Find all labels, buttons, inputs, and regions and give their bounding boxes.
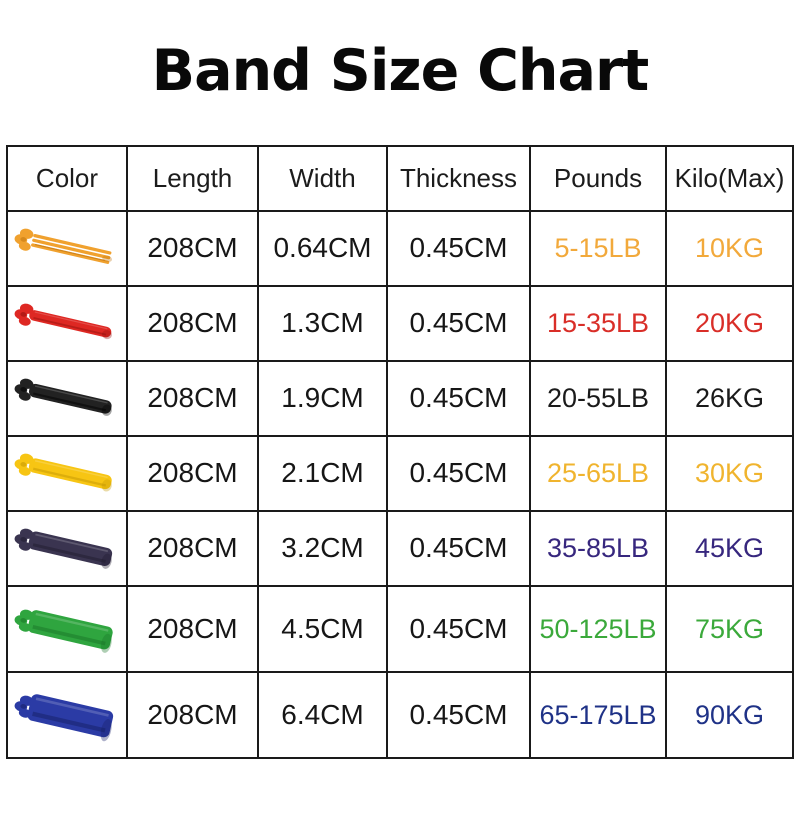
length-cell: 208CM [126,670,259,759]
table-row: 208CM 4.5CM 0.45CM 50-125LB 75KG [6,584,794,673]
table-row: 208CM 1.3CM 0.45CM 15-35LB 20KG [6,284,794,362]
band-cell [6,359,128,437]
table-header-row: Color Length Width Thickness Pounds Kilo… [6,144,794,212]
kilo-cell: 90KG [665,670,794,759]
table-row: 208CM 0.64CM 0.45CM 5-15LB 10KG [6,209,794,287]
band-cell [6,584,128,673]
band-cell [6,209,128,287]
band-cell [6,284,128,362]
length-cell: 208CM [126,434,259,512]
thickness-cell: 0.45CM [386,670,531,759]
kilo-cell: 45KG [665,509,794,587]
kilo-cell: 30KG [665,434,794,512]
kilo-cell: 75KG [665,584,794,673]
resistance-band-image [9,288,125,359]
thickness-cell: 0.45CM [386,584,531,673]
column-header-pounds: Pounds [529,144,667,212]
column-header-kilo-max: Kilo(Max) [665,144,794,212]
length-cell: 208CM [126,359,259,437]
pounds-cell: 15-35LB [529,284,667,362]
pounds-cell: 25-65LB [529,434,667,512]
length-cell: 208CM [126,209,259,287]
column-header-width: Width [257,144,388,212]
width-cell: 3.2CM [257,509,388,587]
thickness-cell: 0.45CM [386,359,531,437]
kilo-cell: 10KG [665,209,794,287]
table-row: 208CM 2.1CM 0.45CM 25-65LB 30KG [6,434,794,512]
page-title: Band Size Chart [151,38,650,104]
resistance-band-image [9,593,125,665]
pounds-cell: 35-85LB [529,509,667,587]
pounds-cell: 50-125LB [529,584,667,673]
pounds-cell: 20-55LB [529,359,667,437]
column-header-length: Length [126,144,259,212]
length-cell: 208CM [126,284,259,362]
table-row: 208CM 1.9CM 0.45CM 20-55LB 26KG [6,359,794,437]
width-cell: 4.5CM [257,584,388,673]
band-cell [6,670,128,759]
band-spec-table: Color Length Width Thickness Pounds Kilo… [6,144,794,759]
band-cell [6,434,128,512]
length-cell: 208CM [126,584,259,673]
resistance-band-image [9,363,125,434]
column-header-color: Color [6,144,128,212]
table-row: 208CM 3.2CM 0.45CM 35-85LB 45KG [6,509,794,587]
width-cell: 1.3CM [257,284,388,362]
table-row: 208CM 6.4CM 0.45CM 65-175LB 90KG [6,670,794,759]
column-header-thickness: Thickness [386,144,531,212]
thickness-cell: 0.45CM [386,209,531,287]
pounds-cell: 5-15LB [529,209,667,287]
band-size-chart-page: Band Size Chart Color Length Width Thick… [0,40,800,840]
resistance-band-image [9,513,125,584]
kilo-cell: 20KG [665,284,794,362]
width-cell: 1.9CM [257,359,388,437]
length-cell: 208CM [126,509,259,587]
resistance-band-image [9,213,125,284]
thickness-cell: 0.45CM [386,434,531,512]
band-cell [6,509,128,587]
thickness-cell: 0.45CM [386,509,531,587]
resistance-band-image [9,679,125,751]
pounds-cell: 65-175LB [529,670,667,759]
resistance-band-image [9,438,125,509]
kilo-cell: 26KG [665,359,794,437]
width-cell: 2.1CM [257,434,388,512]
width-cell: 6.4CM [257,670,388,759]
width-cell: 0.64CM [257,209,388,287]
thickness-cell: 0.45CM [386,284,531,362]
